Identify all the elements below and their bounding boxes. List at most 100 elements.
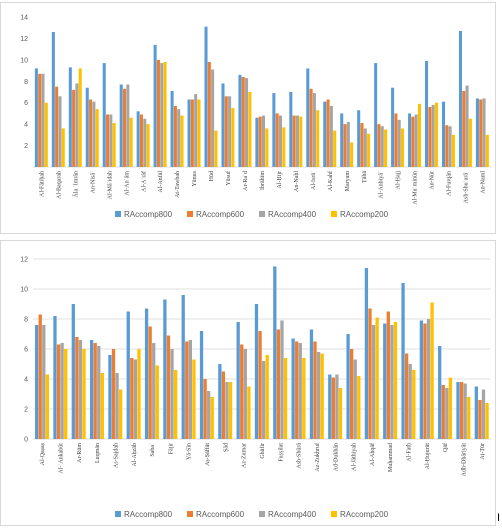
legend-swatch bbox=[115, 211, 121, 217]
x-category-label: Al-Ḥujurāt bbox=[425, 443, 431, 470]
bar-RAccomp600 bbox=[38, 314, 42, 439]
bar-RAccomp800 bbox=[204, 26, 208, 168]
x-category-label: Al-Anbiyāʾ bbox=[378, 171, 385, 199]
x-category-label: Al-Aḥzāb bbox=[132, 443, 138, 467]
bar-RAccomp800 bbox=[254, 304, 259, 439]
x-category-label: Al-Jāthiyah bbox=[352, 443, 358, 471]
bar-RAccomp400 bbox=[445, 388, 449, 439]
legend-swatch bbox=[331, 211, 337, 217]
bar-RAccomp800 bbox=[391, 87, 395, 167]
bar-chart-2: 0 2 4 6 8 10 12 Al-Qaṣaṣ Al-ʿAnkabūt Ar-Rūm Luqmān… bbox=[20, 257, 491, 519]
x-category-label: Muḥammad bbox=[388, 443, 394, 472]
y-tick-label: 6 bbox=[24, 347, 28, 354]
bar-RAccomp400 bbox=[75, 83, 79, 167]
x-category-label: An-Naḥl bbox=[294, 171, 300, 192]
bar-RAccomp800 bbox=[126, 311, 130, 439]
bar-RAccomp800 bbox=[68, 67, 72, 167]
bar-RAccomp600 bbox=[241, 77, 245, 167]
bar-RAccomp200 bbox=[467, 397, 471, 439]
bar-RAccomp200 bbox=[282, 127, 286, 167]
bar-RAccomp800 bbox=[340, 113, 344, 167]
x-category-label: Ṭāhā bbox=[362, 171, 368, 183]
bar-RAccomp600 bbox=[166, 335, 171, 439]
bar-RAccomp400 bbox=[160, 63, 164, 168]
bar-RAccomp800 bbox=[408, 113, 412, 167]
chart-panel-1: 2 4 6 8 10 12 14 Al-Fātiḥah Al-Baqarah Āla ʿImrān… bbox=[0, 2, 496, 234]
bar-RAccomp600 bbox=[295, 341, 299, 439]
bar-RAccomp400 bbox=[78, 340, 83, 439]
y-tick-label: 12 bbox=[20, 36, 28, 43]
bar-RAccomp400 bbox=[133, 359, 138, 439]
bar-RAccomp200 bbox=[231, 108, 235, 167]
bar-RAccomp200 bbox=[146, 124, 150, 167]
y-tick-label: 2 bbox=[24, 407, 28, 414]
bar-RAccomp800 bbox=[153, 44, 157, 167]
bar-RAccomp400 bbox=[42, 325, 46, 439]
bar-RAccomp800 bbox=[181, 295, 185, 439]
legend-swatch bbox=[259, 511, 265, 517]
bar-RAccomp400 bbox=[448, 126, 452, 167]
bar-RAccomp800 bbox=[136, 111, 140, 167]
x-category-label: An-Nūr bbox=[430, 171, 436, 190]
bar-RAccomp600 bbox=[394, 113, 398, 167]
legend-swatch bbox=[331, 511, 337, 517]
bar-RAccomp800 bbox=[291, 338, 295, 439]
bar-RAccomp200 bbox=[248, 92, 252, 167]
bar-RAccomp400 bbox=[465, 85, 469, 167]
bar-RAccomp600 bbox=[173, 105, 177, 167]
bar-RAccomp600 bbox=[275, 113, 279, 167]
legend-label: RAccomp400 bbox=[268, 210, 317, 219]
bar-RAccomp800 bbox=[273, 266, 277, 439]
bar-RAccomp800 bbox=[364, 268, 369, 439]
chart-panel-2: 0 2 4 6 8 10 12 Al-Qaṣaṣ Al-ʿAnkabūt Ar-Rūm Luqmān… bbox=[0, 240, 496, 526]
bar-RAccomp800 bbox=[438, 346, 442, 439]
bar-RAccomp800 bbox=[170, 90, 174, 167]
bar-RAccomp800 bbox=[441, 101, 446, 167]
x-category-label: Āla ʿImrān bbox=[72, 171, 79, 198]
x-category-label: Ṣād bbox=[223, 443, 229, 452]
bar-RAccomp400 bbox=[225, 382, 229, 439]
legend-label: RAccomp200 bbox=[340, 510, 389, 519]
bar-RAccomp200 bbox=[299, 116, 303, 167]
bar-RAccomp400 bbox=[152, 343, 156, 439]
x-category-label: Luqmān bbox=[95, 443, 101, 463]
bar-RAccomp400 bbox=[97, 346, 101, 439]
bar-RAccomp800 bbox=[238, 74, 242, 167]
bar-RAccomp400 bbox=[346, 122, 350, 167]
y-tick-label: 2 bbox=[24, 143, 28, 150]
bar-RAccomp200 bbox=[210, 397, 214, 439]
bar-RAccomp200 bbox=[393, 322, 398, 439]
bar-RAccomp600 bbox=[185, 341, 189, 439]
bar-RAccomp600 bbox=[106, 114, 110, 167]
bar-RAccomp200 bbox=[119, 389, 123, 439]
bar-RAccomp200 bbox=[357, 376, 361, 439]
bar-RAccomp400 bbox=[380, 126, 384, 167]
y-tick-label: 6 bbox=[24, 100, 28, 107]
x-category-label: Fuṣṣilat bbox=[278, 443, 284, 462]
bar-RAccomp200 bbox=[45, 374, 50, 439]
bar-RAccomp800 bbox=[119, 84, 123, 167]
x-category-label: An-Naml bbox=[481, 171, 487, 194]
bar-RAccomp600 bbox=[350, 349, 354, 439]
bar-RAccomp800 bbox=[474, 386, 478, 439]
bar-RAccomp800 bbox=[163, 299, 167, 439]
bar-RAccomp600 bbox=[221, 371, 226, 439]
bar-RAccomp200 bbox=[302, 358, 306, 439]
bar-RAccomp600 bbox=[240, 344, 244, 439]
bar-RAccomp400 bbox=[295, 115, 299, 167]
bar-RAccomp400 bbox=[243, 349, 247, 439]
bar-RAccomp400 bbox=[280, 320, 284, 439]
bar-RAccomp200 bbox=[375, 317, 379, 439]
y-tick-label: 0 bbox=[24, 437, 28, 444]
bar-RAccomp400 bbox=[390, 325, 394, 439]
legend-label: RAccomp600 bbox=[196, 210, 245, 219]
bar-RAccomp600 bbox=[309, 88, 313, 167]
x-category-label: Al-Muʾminūn bbox=[412, 171, 419, 205]
bar-RAccomp600 bbox=[441, 385, 445, 439]
x-category-label: Ibrāhīm bbox=[260, 171, 266, 190]
bar-RAccomp200 bbox=[155, 365, 159, 439]
bar-RAccomp600 bbox=[89, 99, 93, 167]
y-tick-label: 10 bbox=[20, 287, 28, 294]
bar-RAccomp600 bbox=[224, 96, 228, 167]
legend-label: RAccomp200 bbox=[340, 210, 389, 219]
